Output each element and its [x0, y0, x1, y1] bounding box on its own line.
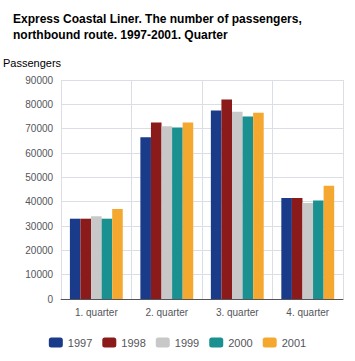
svg-text:2001: 2001 — [282, 337, 306, 349]
svg-text:10000: 10000 — [25, 269, 53, 280]
svg-text:northbound route. 1997-2001. Q: northbound route. 1997-2001. Quarter — [13, 28, 228, 42]
svg-text:80000: 80000 — [25, 99, 53, 110]
svg-text:4. quarter: 4. quarter — [286, 307, 329, 318]
svg-text:0: 0 — [48, 294, 54, 305]
svg-text:2000: 2000 — [228, 337, 252, 349]
svg-text:1997: 1997 — [68, 337, 92, 349]
svg-text:90000: 90000 — [25, 75, 53, 86]
svg-text:40000: 40000 — [25, 196, 53, 207]
svg-text:Express Coastal Liner. The num: Express Coastal Liner. The number of pas… — [13, 12, 302, 26]
svg-text:60000: 60000 — [25, 148, 53, 159]
svg-text:30000: 30000 — [25, 221, 53, 232]
svg-text:1999: 1999 — [175, 337, 199, 349]
svg-text:20000: 20000 — [25, 245, 53, 256]
svg-text:1998: 1998 — [121, 337, 145, 349]
svg-text:3. quarter: 3. quarter — [216, 307, 259, 318]
svg-text:70000: 70000 — [25, 123, 53, 134]
svg-text:1. quarter: 1. quarter — [75, 307, 118, 318]
svg-text:50000: 50000 — [25, 172, 53, 183]
svg-text:2. quarter: 2. quarter — [145, 307, 188, 318]
svg-text:Passengers: Passengers — [3, 57, 62, 69]
